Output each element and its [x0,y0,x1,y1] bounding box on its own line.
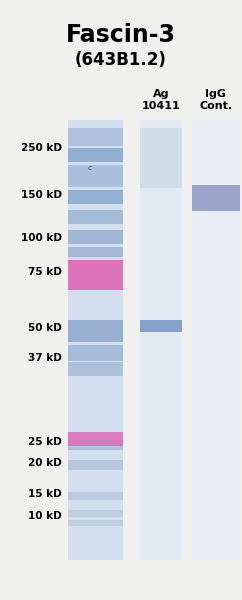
Text: 50 kD: 50 kD [28,323,62,333]
Bar [68,460,123,470]
Text: 15 kD: 15 kD [28,489,62,499]
Text: 25 kD: 25 kD [28,437,62,447]
Bar [68,128,123,146]
Bar [68,165,123,187]
Text: 250 kD: 250 kD [21,143,62,153]
Text: ᶜ: ᶜ [88,163,92,176]
Bar [68,510,123,517]
Bar [68,260,123,290]
Bar [68,492,123,500]
Text: (643B1.2): (643B1.2) [75,51,167,69]
Text: 20 kD: 20 kD [28,458,62,468]
Bar [68,247,123,257]
Bar [68,148,123,162]
Bar [140,320,182,332]
Bar [68,210,123,224]
Text: Fascin-3: Fascin-3 [66,23,176,47]
Text: 10 kD: 10 kD [28,511,62,521]
Bar [68,362,123,376]
Bar [68,230,123,244]
Text: IgG
Cont.: IgG Cont. [199,89,233,111]
Bar [68,320,123,342]
Bar [140,120,182,560]
Bar [68,440,123,450]
Text: 150 kD: 150 kD [21,190,62,200]
Bar [68,520,123,526]
Bar [192,120,240,560]
Bar [68,120,123,560]
Text: 75 kD: 75 kD [28,267,62,277]
Text: Ag
10411: Ag 10411 [142,89,180,111]
Bar [192,185,240,211]
Text: 100 kD: 100 kD [21,233,62,243]
Bar [140,128,182,188]
Bar [68,345,123,361]
Bar [68,190,123,204]
Text: 37 kD: 37 kD [28,353,62,363]
Bar [68,432,123,446]
